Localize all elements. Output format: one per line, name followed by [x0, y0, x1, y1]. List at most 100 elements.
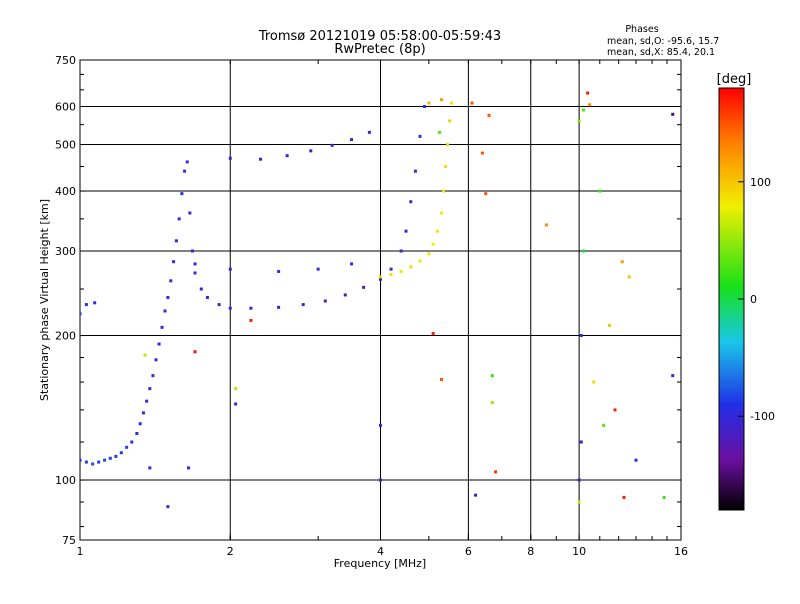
data-point: [285, 154, 289, 158]
data-point: [671, 112, 675, 116]
data-point: [622, 495, 626, 499]
data-point: [350, 138, 354, 142]
data-point: [205, 296, 209, 300]
data-point: [389, 273, 393, 277]
data-point: [80, 312, 82, 316]
data-point: [409, 200, 413, 204]
data-point: [316, 267, 320, 271]
data-point: [602, 423, 606, 427]
data-point: [163, 309, 167, 313]
data-point: [193, 350, 197, 354]
y-tick-label: 200: [55, 330, 76, 343]
data-point: [185, 160, 189, 164]
data-point: [671, 374, 675, 378]
data-point: [190, 249, 194, 253]
data-point: [169, 279, 173, 283]
data-point: [581, 108, 585, 112]
data-point: [418, 259, 422, 263]
data-point: [399, 249, 403, 253]
colorbar-tick-label: -100: [750, 410, 775, 423]
data-point: [249, 318, 253, 322]
data-point: [193, 271, 197, 275]
data-point: [143, 353, 147, 357]
data-point: [234, 402, 238, 406]
data-point: [494, 470, 498, 474]
data-point: [234, 387, 238, 391]
data-point: [579, 334, 583, 338]
data-point: [586, 91, 590, 95]
data-point: [613, 408, 617, 412]
data-point: [449, 101, 453, 105]
data-point: [174, 239, 178, 243]
data-point: [187, 466, 191, 470]
data-point: [662, 495, 666, 499]
data-point: [437, 130, 441, 134]
data-point: [490, 374, 494, 378]
data-point: [598, 189, 602, 193]
data-point: [577, 500, 581, 504]
legend-line-o: mean, sd,O: -95.6, 15.7: [607, 36, 719, 47]
data-point: [448, 119, 452, 123]
data-point: [484, 192, 488, 196]
data-point: [473, 493, 477, 497]
x-tick-label: 6: [465, 545, 472, 558]
axis-ticks: 1 2 4 6 8 10 16 75 100 200 300 400 500 600 750: [55, 54, 688, 558]
data-point: [490, 401, 494, 405]
y-tick-label: 500: [55, 139, 76, 152]
data-point: [579, 440, 583, 444]
y-tick-label: 600: [55, 101, 76, 114]
data-point: [148, 466, 152, 470]
data-point: [177, 217, 181, 221]
colorbar-unit: [deg]: [717, 72, 752, 87]
data-point: [362, 285, 366, 289]
data-point: [309, 149, 313, 153]
data-point: [160, 325, 164, 329]
data-point: [91, 462, 95, 466]
data-point: [84, 460, 88, 464]
data-point: [84, 303, 88, 307]
data-point: [277, 305, 281, 309]
data-point: [577, 478, 581, 482]
data-point: [138, 422, 142, 426]
data-point: [108, 456, 112, 460]
data-point: [148, 387, 152, 391]
y-tick-label: 100: [55, 474, 76, 487]
data-point: [259, 157, 263, 161]
data-point: [634, 458, 638, 462]
data-points: [80, 91, 675, 509]
x-tick-label: 8: [527, 545, 534, 558]
data-point: [379, 277, 382, 281]
data-point: [249, 306, 253, 310]
chart-subtitle: RwPretec (8p): [334, 42, 425, 57]
data-point: [188, 211, 192, 215]
data-point: [343, 293, 347, 297]
data-point: [141, 411, 145, 415]
data-point: [114, 454, 118, 458]
data-point: [422, 105, 426, 109]
data-point: [440, 377, 444, 381]
data-point: [409, 265, 413, 269]
colorbar-tick-label: 100: [750, 176, 771, 189]
data-point: [627, 275, 631, 279]
data-point: [581, 249, 585, 253]
data-point: [431, 331, 435, 335]
x-tick-label: 10: [572, 545, 586, 558]
y-axis-label: Stationary phase Virtual Height [km]: [38, 199, 51, 401]
data-point: [157, 342, 161, 346]
data-point: [80, 458, 82, 462]
data-point: [588, 103, 592, 107]
data-point: [119, 451, 123, 455]
data-point: [125, 445, 129, 449]
chart-title: Tromsø 20121019 05:58:00-05:59:43: [258, 29, 501, 44]
data-point: [413, 169, 417, 173]
data-point: [577, 119, 581, 123]
data-point: [399, 269, 403, 273]
data-point: [442, 189, 446, 193]
data-point: [228, 156, 232, 160]
data-point: [379, 423, 382, 427]
x-tick-label: 4: [377, 545, 384, 558]
data-point: [166, 505, 170, 509]
data-point: [367, 130, 371, 134]
